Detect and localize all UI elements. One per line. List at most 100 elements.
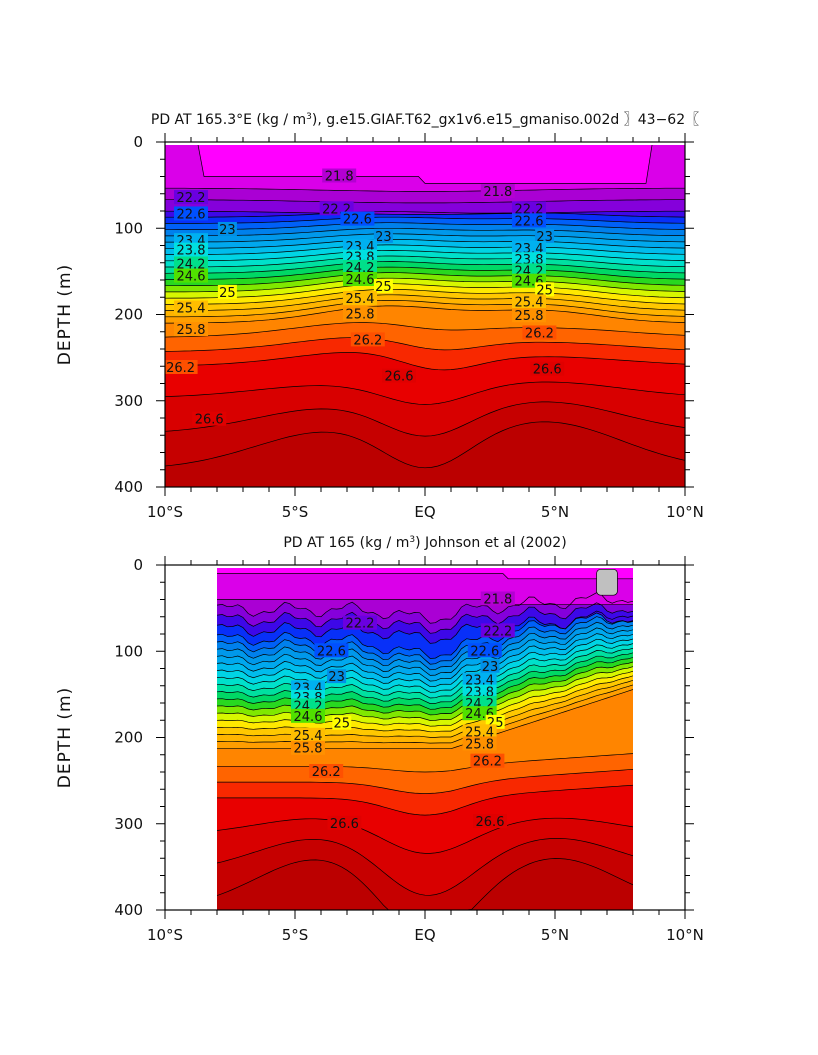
x-tick-label: 10°N bbox=[666, 503, 704, 521]
isopycnal-line bbox=[217, 838, 633, 896]
isopycnal-line bbox=[217, 858, 633, 910]
contour-label: 22.6 bbox=[515, 214, 544, 229]
isopycnal-line bbox=[217, 592, 633, 624]
contour-label: 26.2 bbox=[166, 361, 195, 376]
contour-label: 25.8 bbox=[346, 308, 375, 323]
contour-label-bg bbox=[291, 740, 325, 755]
contour-label-bg bbox=[467, 643, 502, 658]
contour-label-bg bbox=[343, 259, 377, 274]
contour-label: 24.6 bbox=[177, 270, 206, 285]
title-part: PD AT 165.3°E (kg / m bbox=[151, 112, 306, 128]
missing-data-patch bbox=[596, 568, 618, 596]
y-axis: 0 100 200 300 400 DEPTH (m) bbox=[55, 133, 694, 496]
title-part: PD AT 165 (kg / m bbox=[283, 535, 409, 551]
title-part: 〗43−62〖 bbox=[624, 112, 699, 128]
isopycnal-line bbox=[217, 670, 633, 727]
isopycnal-line bbox=[165, 244, 685, 255]
contour-label-bg bbox=[462, 684, 497, 699]
x-tick-label: EQ bbox=[414, 503, 435, 521]
contour-label: 23 bbox=[219, 223, 236, 238]
contour-label-bg bbox=[512, 240, 546, 255]
panel-title: PD AT 165 (kg / m3) Johnson et al (2002) bbox=[283, 535, 566, 551]
isopycnal-line bbox=[217, 627, 633, 676]
x-tick-label: 10°S bbox=[147, 926, 183, 944]
isopycnal-line bbox=[217, 599, 633, 606]
contour-label-bg bbox=[309, 764, 344, 778]
x-axis: 10°S 5°S EQ 5°N 10°N bbox=[147, 556, 704, 944]
contour-label-bg bbox=[373, 278, 393, 293]
contour-label: 23 bbox=[328, 670, 345, 685]
isopycnal-line bbox=[165, 401, 685, 437]
contour-label-bg bbox=[343, 272, 377, 286]
contour-field: 21.821.822.222.62323.423.824.224.62525.4… bbox=[165, 145, 685, 487]
contour-label-bg bbox=[480, 591, 515, 606]
isopycnal-line bbox=[217, 633, 633, 682]
x-tick-label: EQ bbox=[414, 926, 435, 944]
contour-label: 26.6 bbox=[330, 817, 359, 832]
contour-label: 25.4 bbox=[346, 292, 375, 307]
contour-label: 24.6 bbox=[346, 273, 375, 288]
contour-label: 25.8 bbox=[515, 309, 544, 324]
contour-label-bg bbox=[462, 672, 497, 687]
isopycnal-line bbox=[165, 294, 685, 311]
contour-label: 25.4 bbox=[515, 295, 544, 310]
isopycnal-line bbox=[165, 255, 685, 268]
contour-label: 26.2 bbox=[473, 755, 502, 770]
isopycnal-line bbox=[217, 643, 633, 693]
isopycnal-line bbox=[217, 784, 633, 816]
contour-label: 22.2 bbox=[483, 624, 512, 639]
contour-label-bg bbox=[322, 168, 357, 183]
title-superscript: 3 bbox=[409, 535, 415, 545]
contour-label: 26.2 bbox=[525, 326, 554, 341]
contour-label-bg bbox=[512, 213, 546, 228]
y-tick-label: 300 bbox=[114, 392, 143, 410]
title-part: ), g.e15.GIAF.T62_gx1v6.e15_gmaniso.002d bbox=[312, 112, 624, 128]
contour-label: 26.6 bbox=[385, 370, 414, 385]
isopycnal-line bbox=[217, 817, 633, 854]
x-tick-label: 10°S bbox=[147, 503, 183, 521]
contour-label: 22.6 bbox=[343, 213, 372, 228]
contour-label-bg bbox=[291, 708, 325, 723]
title-part: ) Johnson et al (2002) bbox=[415, 535, 567, 551]
contour-label-bg bbox=[174, 242, 208, 257]
isopycnal-line bbox=[165, 222, 685, 231]
contour-label: 26.6 bbox=[533, 363, 562, 378]
contour-label-bg bbox=[327, 669, 347, 684]
isopycnal-line bbox=[165, 337, 685, 352]
x-tick-label: 5°S bbox=[282, 926, 309, 944]
isopycnal-line bbox=[165, 187, 685, 192]
contour-label-bg bbox=[174, 256, 208, 271]
isopycnal-line bbox=[165, 261, 685, 274]
isopycnal-line bbox=[165, 272, 685, 287]
isopycnal-line bbox=[165, 283, 685, 299]
panel-title: PD AT 165.3°E (kg / m3), g.e15.GIAF.T62_… bbox=[151, 112, 699, 128]
x-tick-label: 5°N bbox=[541, 503, 569, 521]
isopycnal-line bbox=[165, 277, 685, 293]
contour-label-bg bbox=[530, 361, 565, 376]
contour-label: 22.6 bbox=[470, 644, 499, 659]
isopycnal-line bbox=[217, 661, 633, 716]
contour-label-bg bbox=[512, 201, 546, 216]
contour-label-bg bbox=[327, 815, 362, 830]
contour-label-bg bbox=[314, 643, 349, 658]
isopycnal-line bbox=[217, 610, 633, 659]
isopycnal-line bbox=[217, 753, 633, 773]
isopycnal-line bbox=[217, 689, 633, 750]
panel-2: PD AT 165 (kg / m3) Johnson et al (2002)… bbox=[55, 535, 704, 944]
isopycnal-line bbox=[217, 573, 633, 580]
y-axis: 0 100 200 300 400 DEPTH (m) bbox=[55, 556, 694, 919]
isopycnal-line bbox=[217, 602, 633, 634]
contour-label-bg bbox=[343, 615, 377, 630]
contour-label-bg bbox=[340, 211, 375, 226]
contour-label-bg bbox=[350, 332, 385, 347]
isopycnal-line bbox=[165, 381, 685, 405]
isopycnal-line bbox=[165, 266, 685, 280]
contour-label: 22.2 bbox=[346, 617, 375, 632]
isopycnal-line bbox=[165, 227, 685, 237]
isopycnal-line bbox=[165, 288, 685, 305]
contour-label-bg bbox=[512, 252, 546, 267]
isopycnal-line bbox=[165, 216, 685, 224]
contour-label: 26.6 bbox=[476, 815, 505, 830]
isopycnal-line bbox=[217, 657, 633, 710]
